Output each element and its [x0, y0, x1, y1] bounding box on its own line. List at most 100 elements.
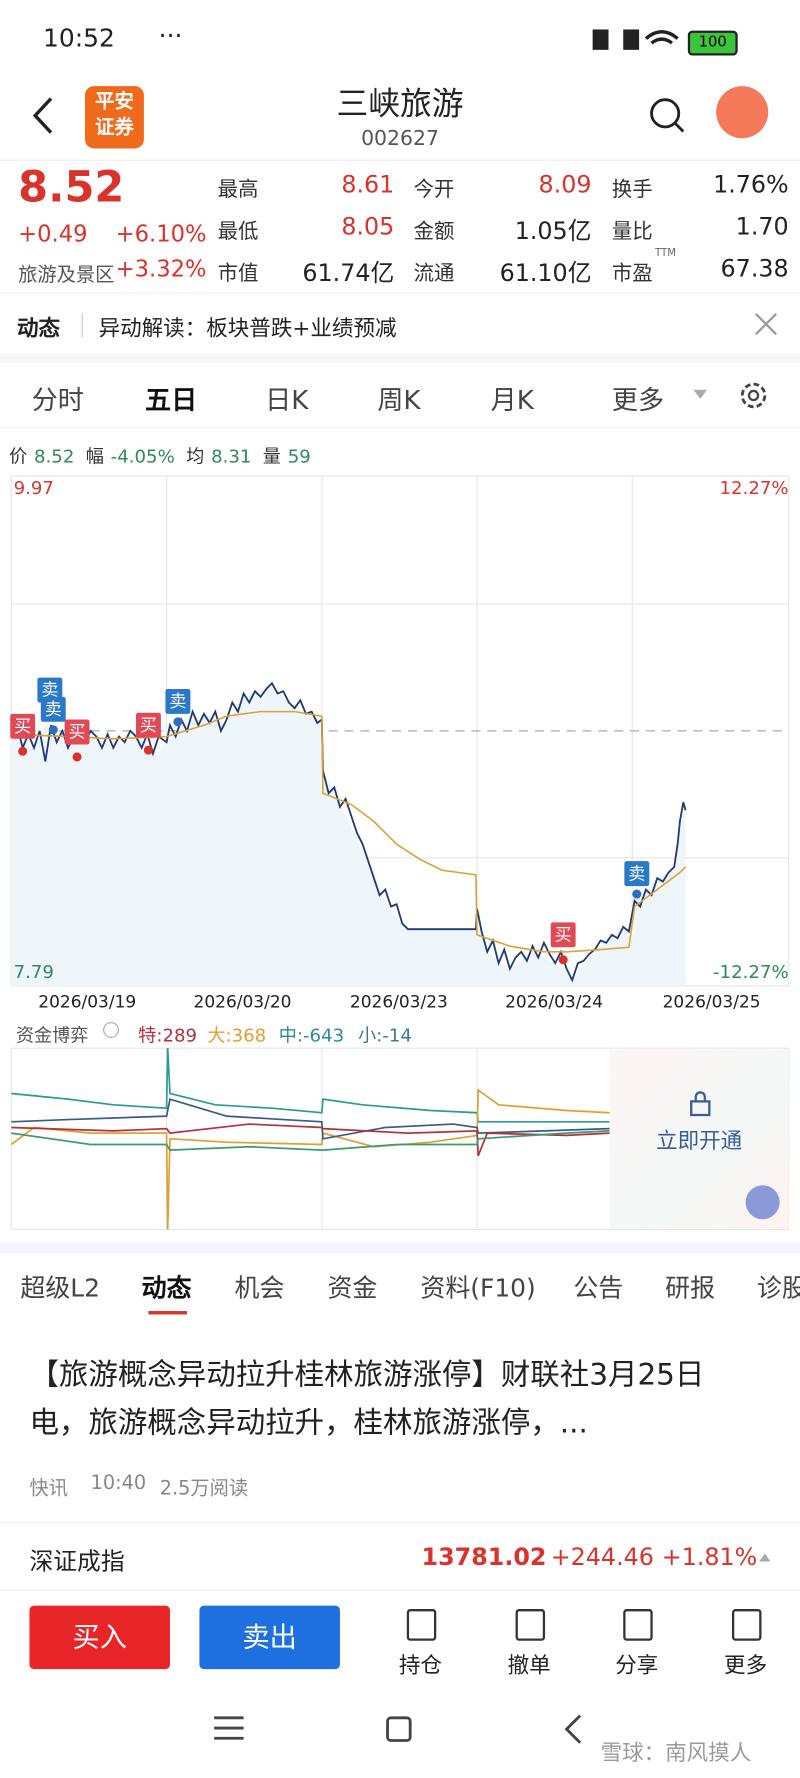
trade-marker: 买: [64, 719, 90, 745]
divider: [0, 1521, 800, 1523]
index-change: +244.46: [550, 1543, 654, 1571]
index-pct: +1.81%: [661, 1543, 758, 1571]
more-dots: ···: [158, 22, 183, 51]
battery: 100: [687, 30, 738, 56]
section-tab[interactable]: 资料(F10): [420, 1274, 536, 1304]
logo: 平安 证券: [84, 86, 144, 149]
stat-label: 最高: [217, 177, 259, 202]
nav-back[interactable]: [560, 1711, 587, 1750]
pct-bottom: -12.27%: [712, 960, 789, 983]
divider: [0, 427, 800, 429]
search[interactable]: [648, 95, 687, 136]
action-label[interactable]: 分享: [615, 1653, 659, 1679]
expand[interactable]: [745, 1185, 780, 1220]
trade-dot: [632, 889, 642, 899]
chart-tab[interactable]: 五日: [145, 386, 198, 416]
section-tab[interactable]: 公告: [573, 1274, 624, 1304]
change: +0.49: [18, 219, 88, 248]
time: 10:52: [43, 24, 115, 54]
info-label: 量: [262, 445, 281, 467]
chart-tab[interactable]: 更多: [611, 386, 665, 416]
info-value: 59: [287, 445, 311, 467]
index-value: 13781.02: [421, 1543, 547, 1571]
section-tab[interactable]: 超级L2: [20, 1274, 101, 1304]
sep: [81, 312, 83, 338]
date-label: 2026/03/24: [505, 991, 604, 1012]
price-area: [11, 685, 686, 986]
action-icon[interactable]: [623, 1609, 653, 1641]
trade-dot: [72, 752, 82, 762]
sector-pct: +3.32%: [115, 254, 207, 283]
lock-text[interactable]: 立即开通: [656, 1128, 743, 1154]
stat-value: 61.74亿: [302, 259, 395, 287]
fund-item: 中:-643: [278, 1024, 345, 1046]
sector: 旅游及景区: [18, 264, 115, 287]
info-value: 8.31: [211, 445, 252, 467]
trade-dot: [173, 717, 183, 727]
avg-line: [11, 710, 687, 953]
fund-item: 小:-14: [358, 1024, 412, 1046]
trade-dot: [18, 746, 28, 756]
date-label: 2026/03/25: [662, 991, 761, 1012]
stat-sup: TTM: [654, 248, 677, 260]
dropdown: [693, 389, 708, 399]
code: 002627: [361, 126, 439, 151]
action-label[interactable]: 持仓: [398, 1653, 442, 1679]
news-reads: 2.5万阅读: [159, 1477, 249, 1501]
section-tab[interactable]: 资金: [327, 1274, 378, 1304]
stat-value: 8.61: [341, 171, 395, 199]
action-icon[interactable]: [515, 1609, 546, 1641]
chart-tab[interactable]: 分时: [31, 386, 84, 416]
logo-text: 证券: [95, 116, 134, 140]
stat-value: 67.38: [720, 254, 789, 283]
gap: [0, 1241, 800, 1254]
stat-label: 流通: [413, 261, 455, 286]
trade-dot: [48, 725, 58, 735]
action-label[interactable]: 更多: [724, 1653, 768, 1679]
avatar[interactable]: [716, 86, 769, 139]
y-bottom: 7.79: [13, 960, 54, 983]
info-line: 价 8.52 幅 -4.05% 均 8.31 量 59: [9, 441, 322, 468]
section-tab[interactable]: 诊股: [756, 1274, 800, 1304]
news-time: 10:40: [90, 1471, 147, 1495]
stat-value: 1.70: [735, 213, 789, 241]
section-tab[interactable]: 研报: [665, 1274, 716, 1304]
divider: [0, 292, 800, 294]
status-icons: [592, 29, 679, 50]
info-value: 8.52: [34, 445, 75, 467]
back[interactable]: [28, 93, 62, 138]
tab-underline: [148, 1311, 187, 1315]
divider: [0, 159, 800, 161]
stat-value: 1.05亿: [514, 217, 592, 245]
chart-tab[interactable]: 月K: [490, 386, 534, 416]
chart-tab[interactable]: 周K: [377, 386, 421, 416]
trade-dot: [558, 955, 568, 965]
stat-label: 换手: [611, 177, 653, 202]
trade-marker: 买: [550, 922, 576, 948]
close[interactable]: [752, 310, 779, 337]
section-tab[interactable]: 动态: [141, 1274, 192, 1304]
watermark: 雪球：南风摸人: [600, 1740, 752, 1766]
stat-value: 8.05: [341, 213, 395, 241]
info-label: 均: [186, 445, 205, 467]
sell-button[interactable]: 卖出: [199, 1605, 340, 1670]
nav-menu[interactable]: [210, 1711, 255, 1745]
action-label[interactable]: 撤单: [507, 1653, 551, 1679]
help[interactable]: [102, 1021, 120, 1039]
news-title[interactable]: 【旅游概念异动拉升桂林旅游涨停】财联社3月25日电，旅游概念异动拉升，桂林旅游涨…: [29, 1358, 705, 1441]
trade-dot: [143, 745, 153, 755]
index-name[interactable]: 深证成指: [29, 1547, 125, 1576]
chart-tab[interactable]: 日K: [265, 386, 309, 416]
buy-button[interactable]: 买入: [29, 1605, 170, 1670]
nav-home[interactable]: [383, 1713, 417, 1747]
gap: [0, 353, 800, 363]
date-label: 2026/03/20: [193, 991, 292, 1012]
action-icon[interactable]: [406, 1609, 437, 1641]
section-tab[interactable]: 机会: [234, 1274, 285, 1304]
settings[interactable]: [737, 378, 771, 412]
action-icon[interactable]: [732, 1609, 762, 1641]
y-top: 9.97: [13, 477, 54, 499]
stat-value: 8.09: [538, 171, 592, 199]
news-bar-text[interactable]: 异动解读：板块普跌+业绩预减: [98, 316, 397, 342]
